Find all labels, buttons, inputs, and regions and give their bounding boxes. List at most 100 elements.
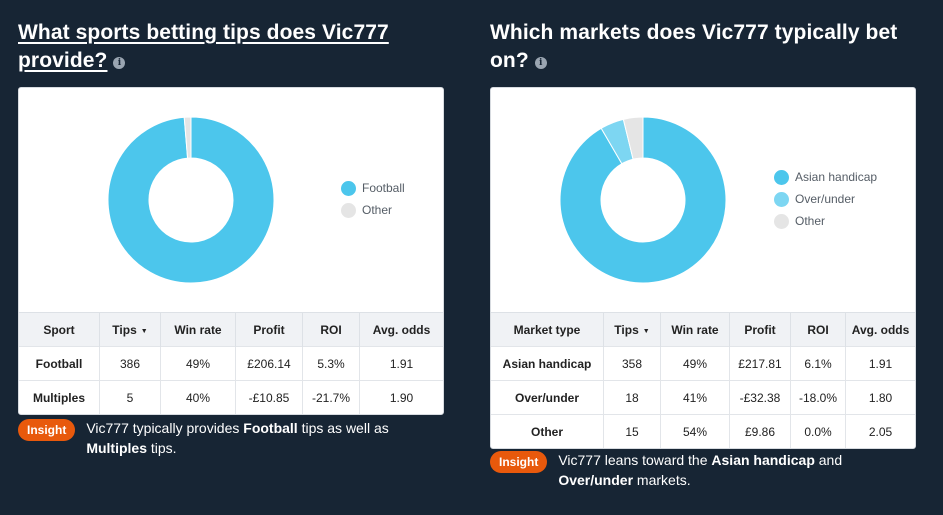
cell-win-rate: 49% [160,346,236,381]
cell-avg-odds: 1.80 [845,380,915,415]
markets-card: Asian handicap Over/under Other Market t… [490,87,916,449]
insight-text-part: Vic777 typically provides [86,420,244,436]
slice-asian-handicap[interactable] [559,116,727,284]
insight-text-part: tips as well as [297,420,389,436]
legend-swatch [774,213,789,229]
cell-profit: £9.86 [729,414,791,448]
table-header-row: Market type Tips ▼ Win rate Profit ROI Av… [491,312,915,347]
legend-label: Asian handicap [795,170,878,184]
legend-item-asian-handicap[interactable]: Asian handicap [774,166,877,188]
column-header-sport[interactable]: Sport [19,312,100,347]
cell-sport: Football [19,346,100,381]
cell-tips: 15 [603,414,661,448]
column-header-roi[interactable]: ROI [790,312,846,347]
sort-desc-icon[interactable]: ▼ [642,327,650,335]
sports-title[interactable]: What sports betting tips does Vic777 pro… [18,21,389,72]
cell-roi: -18.0% [790,380,846,415]
column-header-avg-odds[interactable]: Avg. odds [359,312,443,347]
cell-win-rate: 40% [160,380,236,414]
insight-text-part: markets. [633,472,691,488]
cell-profit: £217.81 [729,346,791,381]
table-row: Other 15 54% £9.86 0.0% 2.05 [491,414,915,448]
column-header-tips[interactable]: Tips ▼ [99,312,161,347]
table-row: Multiples 5 40% -£10.85 -21.7% 1.90 [19,380,443,414]
table-row: Asian handicap 358 49% £217.81 6.1% 1.91 [491,346,915,381]
cell-tips: 5 [99,380,161,414]
cell-win-rate: 49% [660,346,730,381]
insight-text: Vic777 leans toward the Asian handicap a… [558,450,898,490]
markets-title: Which markets does Vic777 typically bet … [490,21,898,72]
table-row: Football 386 49% £206.14 5.3% 1.91 [19,346,443,381]
table-row: Over/under 18 41% -£32.38 -18.0% 1.80 [491,380,915,415]
cell-avg-odds: 1.91 [845,346,915,381]
cell-roi: -21.7% [302,380,360,414]
column-header-label: Tips [112,322,137,337]
slice-other[interactable] [183,116,192,159]
sort-desc-icon[interactable]: ▼ [140,327,148,335]
insight-highlight: Over/under [558,472,634,488]
legend-swatch [341,202,356,218]
info-icon[interactable]: i [534,57,547,69]
slice-football[interactable] [107,116,275,284]
legend-swatch [774,191,789,207]
cell-profit: £206.14 [235,346,303,381]
legend-item-other[interactable]: Other [341,199,405,221]
column-header-tips[interactable]: Tips ▼ [603,312,661,347]
legend-item-football[interactable]: Football [341,177,405,199]
sports-insight: Insight Vic777 typically provides Footba… [18,418,426,458]
cell-market-type: Other [491,414,604,448]
sports-legend: Football Other [341,177,405,221]
markets-insight: Insight Vic777 leans toward the Asian ha… [490,450,898,490]
cell-tips: 18 [603,380,661,415]
cell-profit: -£32.38 [729,380,791,415]
cell-roi: 5.3% [302,346,360,381]
insight-text-part: and [814,452,843,468]
column-header-win-rate[interactable]: Win rate [660,312,730,347]
column-header-win-rate[interactable]: Win rate [160,312,236,347]
column-header-roi[interactable]: ROI [302,312,360,347]
sports-donut-chart [107,116,275,284]
legend-label: Other [795,214,826,228]
legend-label: Over/under [795,192,856,206]
legend-label: Football [362,181,405,195]
legend-label: Other [362,203,393,217]
cell-avg-odds: 1.91 [359,346,443,381]
insight-text: Vic777 typically provides Football tips … [86,418,426,458]
markets-legend: Asian handicap Over/under Other [774,166,877,232]
legend-swatch [341,180,356,196]
sports-table: Sport Tips ▼ Win rate Profit ROI Avg. odd… [19,312,443,414]
sports-card: Football Other Sport Tips ▼ Win rate Prof… [18,87,444,415]
insight-text-part: tips. [147,440,177,456]
insight-highlight: Football [243,420,298,436]
sports-heading[interactable]: What sports betting tips does Vic777 pro… [18,19,444,75]
markets-section: Which markets does Vic777 typically bet … [490,0,916,488]
column-header-avg-odds[interactable]: Avg. odds [845,312,915,347]
markets-chart: Asian handicap Over/under Other [491,88,915,312]
markets-table: Market type Tips ▼ Win rate Profit ROI Av… [491,312,915,448]
cell-win-rate: 54% [660,414,730,448]
sports-section: What sports betting tips does Vic777 pro… [18,0,444,456]
column-header-profit[interactable]: Profit [235,312,303,347]
legend-swatch [774,169,789,185]
insight-badge: Insight [18,419,76,441]
markets-donut-chart [559,116,727,284]
cell-roi: 6.1% [790,346,846,381]
legend-item-other[interactable]: Other [774,210,877,232]
legend-item-over-under[interactable]: Over/under [774,188,877,210]
column-header-market-type[interactable]: Market type [491,312,604,347]
info-icon[interactable]: i [113,57,126,69]
slice-other[interactable] [622,116,644,160]
insight-highlight: Asian handicap [711,452,815,468]
cell-avg-odds: 2.05 [845,414,915,448]
table-header-row: Sport Tips ▼ Win rate Profit ROI Avg. odd… [19,312,443,347]
insight-highlight: Multiples [86,440,147,456]
markets-heading: Which markets does Vic777 typically bet … [490,19,916,75]
column-header-label: Tips [614,322,639,337]
cell-market-type: Over/under [491,380,604,415]
sports-chart: Football Other [19,88,443,312]
cell-tips: 386 [99,346,161,381]
cell-market-type: Asian handicap [491,346,604,381]
column-header-profit[interactable]: Profit [729,312,791,347]
cell-roi: 0.0% [790,414,846,448]
cell-win-rate: 41% [660,380,730,415]
